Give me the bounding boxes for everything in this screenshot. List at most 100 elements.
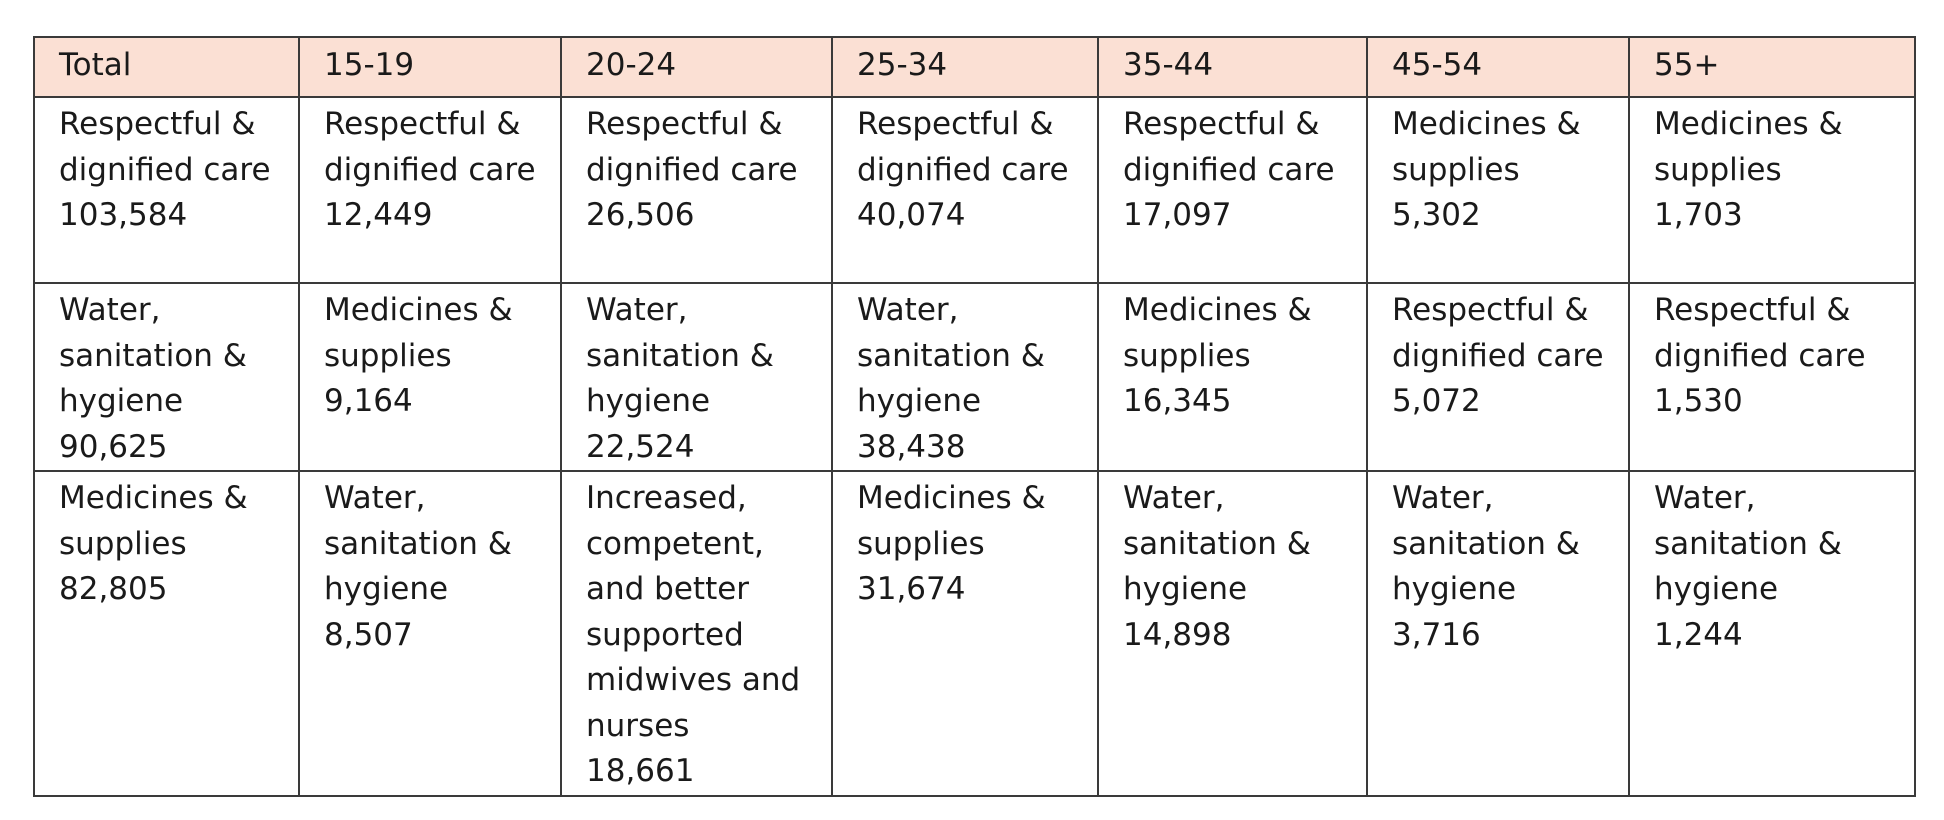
cell-label-line: hygiene <box>586 383 711 419</box>
cell-count: 3,716 <box>1392 616 1481 653</box>
cell-count: 17,097 <box>1123 197 1232 233</box>
cell-label-line: Water, <box>857 292 959 328</box>
cell-label-line: Medicines & <box>1392 106 1581 142</box>
cell-label-line: supplies <box>324 337 452 374</box>
header-20-24: 20-24 <box>560 36 833 98</box>
cell-label-line: sanitation & <box>1654 525 1842 562</box>
cell-count: 40,074 <box>857 197 966 233</box>
cell-label-line: sanitation & <box>857 337 1045 374</box>
table-cell: Water, sanitation & hygiene 38,438 <box>831 282 1099 472</box>
cell-label-line: hygiene <box>857 383 982 419</box>
cell-count: 22,524 <box>586 428 695 465</box>
table-cell: Water, sanitation & hygiene 22,524 <box>560 282 833 472</box>
table-cell: Medicines & supplies 9,164 <box>298 282 562 472</box>
cell-label-line: nurses <box>586 707 690 744</box>
table-cell: Respectful & dignified care 1,530 <box>1628 282 1916 472</box>
table-cell: Water, sanitation & hygiene 14,898 <box>1097 470 1368 797</box>
cell-label-line: supplies <box>857 525 985 562</box>
cell-label-line: hygiene <box>1654 571 1779 607</box>
table-cell: Medicines & supplies 5,302 <box>1366 96 1630 284</box>
cell-label-line: competent, <box>586 525 764 562</box>
table-cell: Water, sanitation & hygiene 8,507 <box>298 470 562 797</box>
table-cell: Respectful & dignified care 5,072 <box>1366 282 1630 472</box>
cell-label-line: Water, <box>59 292 161 328</box>
table-cell: Respectful & dignified care 26,506 <box>560 96 833 284</box>
cell-count: 1,244 <box>1654 616 1743 653</box>
cell-count: 16,345 <box>1123 383 1232 419</box>
cell-label-line: Medicines & <box>59 480 248 516</box>
table-cell: Respectful & dignified care 103,584 <box>33 96 300 284</box>
table-row: Respectful & dignified care 103,584 Respect… <box>33 96 1916 284</box>
cell-label-line: Water, <box>586 292 688 328</box>
cell-label-line: dignified care <box>1392 337 1604 374</box>
cell-label-line: sanitation & <box>324 525 512 562</box>
header-55-plus: 55+ <box>1628 36 1916 98</box>
cell-label-line: midwives and <box>586 662 801 698</box>
cell-count: 26,506 <box>586 197 695 233</box>
cell-label-line: supported <box>586 616 744 653</box>
cell-label-line: dignified care <box>586 151 798 188</box>
cell-label-line: Water, <box>1654 480 1756 516</box>
cell-label-line: Respectful & <box>586 106 783 142</box>
cell-count: 38,438 <box>857 428 966 465</box>
cell-count: 103,584 <box>59 197 188 233</box>
cell-count: 90,625 <box>59 428 168 465</box>
cell-label-line: sanitation & <box>1123 525 1311 562</box>
cell-count: 8,507 <box>324 616 413 653</box>
table-cell: Respectful & dignified care 40,074 <box>831 96 1099 284</box>
cell-label-line: hygiene <box>324 571 449 607</box>
table-cell: Water, sanitation & hygiene 1,244 <box>1628 470 1916 797</box>
cell-label-line: hygiene <box>1392 571 1517 607</box>
cell-count: 5,072 <box>1392 383 1481 419</box>
table-cell: Medicines & supplies 82,805 <box>33 470 300 797</box>
cell-label-line: supplies <box>1654 151 1782 188</box>
cell-label-line: Water, <box>324 480 426 516</box>
header-total: Total <box>33 36 300 98</box>
table-cell: Water, sanitation & hygiene 90,625 <box>33 282 300 472</box>
header-35-44: 35-44 <box>1097 36 1368 98</box>
header-15-19: 15-19 <box>298 36 562 98</box>
table-cell: Respectful & dignified care 12,449 <box>298 96 562 284</box>
cell-label-line: Medicines & <box>1123 292 1312 328</box>
cell-label-line: Respectful & <box>857 106 1054 142</box>
cell-count: 31,674 <box>857 571 966 607</box>
header-25-34: 25-34 <box>831 36 1099 98</box>
cell-label-line: sanitation & <box>586 337 774 374</box>
priorities-by-age-table: Total 15-19 20-24 25-34 35-44 45-54 55+ … <box>33 36 1916 797</box>
cell-label-line: dignified care <box>857 151 1069 188</box>
cell-label-line: dignified care <box>324 151 536 188</box>
cell-label-line: Medicines & <box>324 292 513 328</box>
cell-label-line: dignified care <box>1123 151 1335 188</box>
cell-label-line: supplies <box>59 525 187 562</box>
table-cell: Water, sanitation & hygiene 3,716 <box>1366 470 1630 797</box>
cell-label-line: Respectful & <box>324 106 521 142</box>
cell-label-line: sanitation & <box>59 337 247 374</box>
cell-count: 1,530 <box>1654 383 1743 419</box>
cell-label-line: Respectful & <box>1392 292 1589 328</box>
cell-count: 18,661 <box>586 753 695 789</box>
cell-label-line: hygiene <box>1123 571 1248 607</box>
cell-label-line: Medicines & <box>1654 106 1843 142</box>
cell-label-line: dignified care <box>59 151 271 188</box>
cell-label-line: Water, <box>1392 480 1494 516</box>
cell-count: 5,302 <box>1392 197 1481 233</box>
cell-label-line: hygiene <box>59 383 184 419</box>
cell-label-line: Respectful & <box>1654 292 1851 328</box>
cell-label-line: dignified care <box>1654 337 1866 374</box>
cell-label-line: Increased, <box>586 480 747 516</box>
cell-label-line: and better <box>586 571 750 607</box>
cell-label-line: Water, <box>1123 480 1225 516</box>
table-cell: Medicines & supplies 1,703 <box>1628 96 1916 284</box>
cell-count: 1,703 <box>1654 197 1743 233</box>
cell-label-line: supplies <box>1392 151 1520 188</box>
table-cell: Respectful & dignified care 17,097 <box>1097 96 1368 284</box>
table-row: Medicines & supplies 82,805 Water, sanitatio… <box>33 470 1916 797</box>
header-45-54: 45-54 <box>1366 36 1630 98</box>
table-cell: Medicines & supplies 31,674 <box>831 470 1099 797</box>
table-cell: Increased, competent, and better supported m… <box>560 470 833 797</box>
cell-label-line: Respectful & <box>59 106 256 142</box>
cell-count: 12,449 <box>324 197 433 233</box>
cell-label-line: Medicines & <box>857 480 1046 516</box>
header-row: Total 15-19 20-24 25-34 35-44 45-54 55+ <box>33 36 1916 98</box>
cell-label-line: Respectful & <box>1123 106 1320 142</box>
